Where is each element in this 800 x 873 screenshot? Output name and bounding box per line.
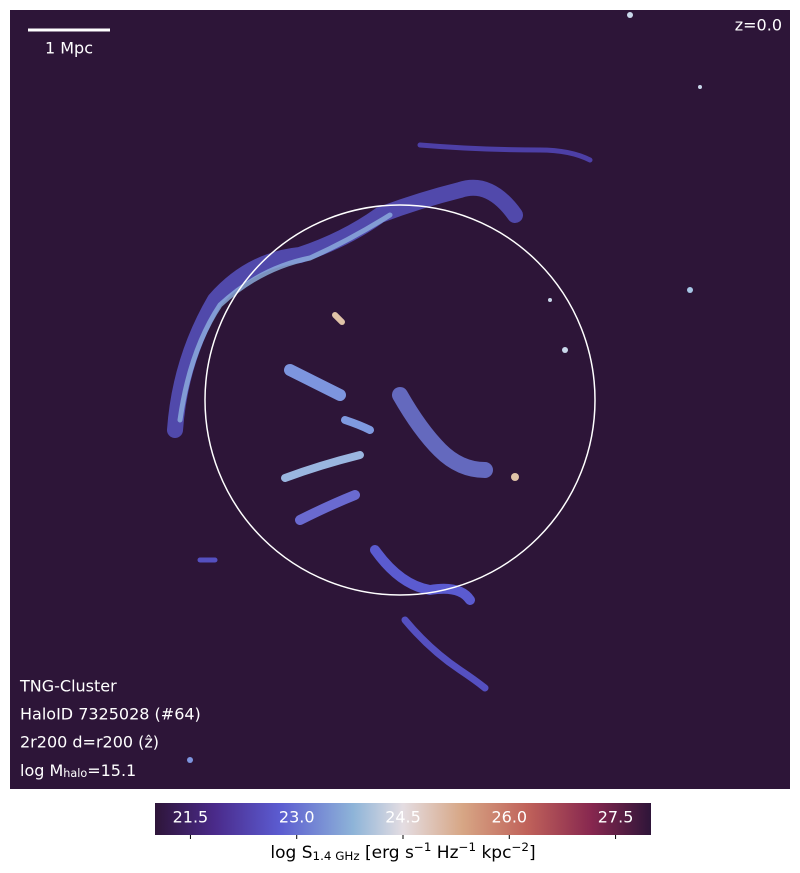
info-line: TNG-Cluster: [19, 677, 117, 696]
colorbar-label: log S1.4 GHz [erg s−1 Hz−1 kpc−2]: [270, 840, 535, 863]
colorbar-tick-label: 23.0: [279, 808, 315, 827]
emission: [167, 12, 702, 763]
blob: [341, 416, 374, 434]
label-text: kpc: [476, 843, 511, 863]
colorbar-tick-label: 27.5: [598, 808, 634, 827]
colorbar-tick-label: 26.0: [491, 808, 527, 827]
filament: [370, 545, 475, 605]
label-sup: −1: [414, 840, 432, 854]
label-text: log S: [270, 843, 312, 863]
blob: [687, 287, 693, 293]
blob: [548, 298, 552, 302]
blob: [187, 757, 193, 763]
relic-core: [177, 212, 393, 423]
colorbar-tick-label: 24.5: [385, 808, 421, 827]
blob: [295, 490, 360, 525]
label-text: =15.1: [87, 761, 136, 780]
label-text: ]: [529, 843, 536, 863]
colorbar-tick-label: 21.5: [173, 808, 209, 827]
mass-label: log Mhalo=15.1: [20, 761, 136, 780]
relic-arc: [167, 179, 523, 438]
label-text: Hz: [431, 843, 458, 863]
label-sup: −1: [459, 840, 477, 854]
label-text: [erg s: [360, 843, 414, 863]
label-sup: −2: [511, 840, 529, 854]
blob: [562, 347, 568, 353]
filament: [417, 142, 593, 163]
info-line: HaloID 7325028 (#64): [20, 705, 201, 724]
blob: [698, 85, 702, 89]
redshift-label: z=0.0: [735, 16, 782, 35]
info-line: 2r200 d=r200 (ẑ): [20, 733, 159, 752]
blob: [281, 451, 364, 482]
r200-circle: [204, 204, 596, 596]
blob: [332, 312, 345, 325]
blob: [392, 387, 493, 478]
label-text: log M: [20, 761, 63, 780]
label-sub: halo: [63, 767, 87, 780]
label-sub: 1.4 GHz: [313, 849, 360, 863]
colorbar: [155, 803, 651, 835]
blob: [511, 473, 519, 481]
blob: [284, 364, 346, 401]
blob: [627, 12, 633, 18]
filament: [401, 616, 489, 692]
scale-bar-label: 1 Mpc: [45, 39, 93, 58]
